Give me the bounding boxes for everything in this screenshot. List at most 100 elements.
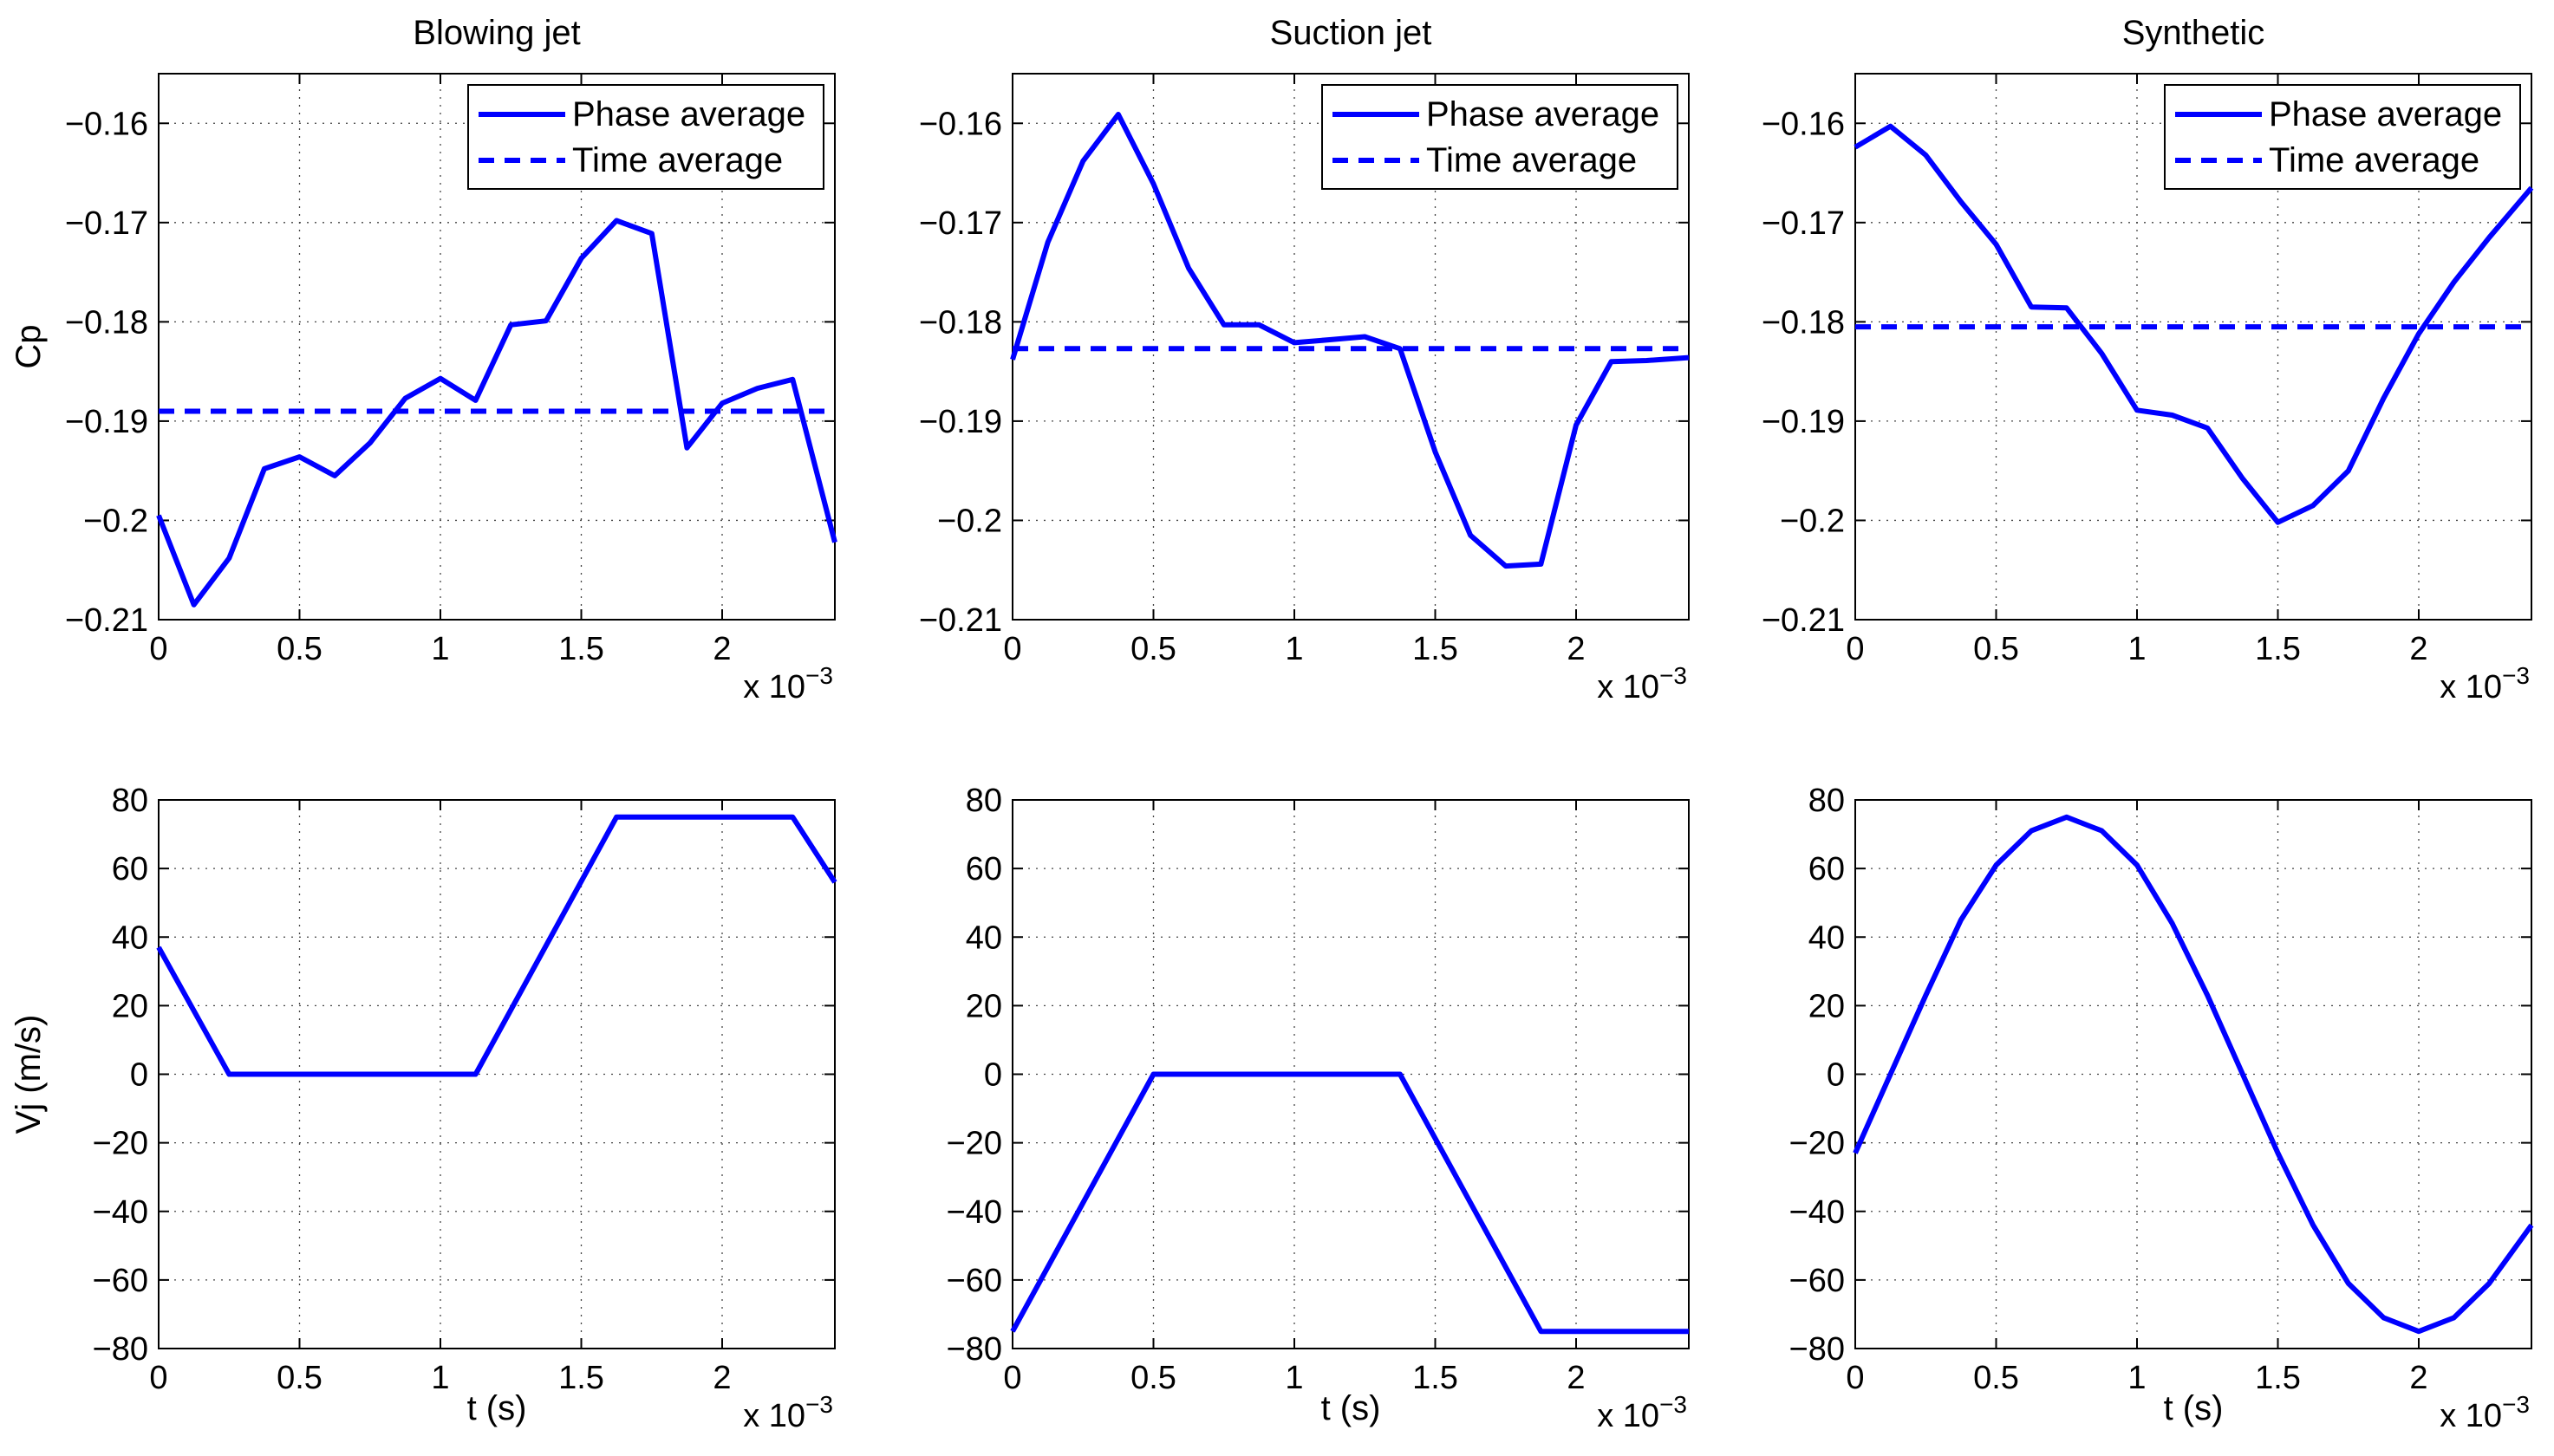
x-tick-label: 1.5 [1412,1360,1458,1396]
y-tick-label: 0 [130,1057,148,1094]
x-tick-label: 2 [2409,1360,2427,1396]
y-tick-label: 40 [966,920,1002,956]
y-tick-label: −20 [1789,1126,1845,1162]
legend-label: Time average [1426,141,1637,179]
chart-vj-suction: 0 0.5 1 1.5 2 −80 −60 −40 −20 0 20 40 60 80 x 10−3 t (s… [947,783,1690,1434]
axes-box [158,73,836,621]
x-exponent-label: x 10−3 [743,1391,833,1434]
y-tick-label: −0.21 [65,602,148,639]
y-tick-label: −0.21 [1762,602,1845,639]
x-exponent-label: x 10−3 [743,662,833,705]
y-tick-label: 40 [1808,920,1845,956]
y-tick-label: 20 [112,988,148,1024]
x-tick-label: 2 [1567,1360,1585,1396]
legend-label: Phase average [572,95,805,133]
x-tick-label: 0.5 [1973,1360,2019,1396]
y-tick-label: 80 [966,783,1002,819]
x-axis-label: t (s) [467,1389,527,1427]
y-tick-label: 80 [1808,783,1845,819]
x-tick-label: 1.5 [558,1360,604,1396]
y-tick-label: −0.2 [1780,503,1845,539]
legend-box [467,84,824,190]
chart-title: Blowing jet [413,14,580,52]
x-tick-label: 0 [149,631,167,667]
series-line-vj [1853,814,2534,1335]
legend: Phase average Time average [2164,84,2521,190]
y-tick-label: −0.19 [65,404,148,440]
x-tick-label: 2 [2409,631,2427,667]
x-axis-label: t (s) [2164,1389,2224,1427]
x-tick-label: 0 [1846,1360,1864,1396]
x-tick-label: 0 [1003,631,1021,667]
x-tick-label: 0 [1846,631,1864,667]
x-tick-label: 1 [431,631,449,667]
x-tick-label: 0.5 [1130,631,1176,667]
legend-box [2164,84,2521,190]
y-tick-label: 80 [112,783,148,819]
x-tick-label: 1.5 [1412,631,1458,667]
y-tick-label: −0.19 [1762,404,1845,440]
x-tick-label: 1 [2127,1360,2146,1396]
y-tick-label: −40 [93,1194,148,1231]
x-tick-label: 1.5 [2255,1360,2301,1396]
x-exponent-label: x 10−3 [1597,662,1687,705]
chart-cp-synthetic: 0 0.5 1 1.5 2 −0.21 −0.2 −0.19 −0.18 −0.17 −0.16 x … [1762,14,2534,705]
x-tick-label: 0 [149,1360,167,1396]
y-tick-label: −0.16 [1762,106,1845,142]
x-tick-label: 1.5 [2255,631,2301,667]
chart-title: Synthetic [2122,14,2265,52]
legend: Phase average Time average [467,84,824,190]
y-tick-label: −0.19 [919,404,1002,440]
y-tick-label: −0.18 [65,304,148,341]
y-tick-label: −0.16 [65,106,148,142]
chart-cp-suction: 0 0.5 1 1.5 2 −0.21 −0.2 −0.19 −0.18 −0.17 −0.16 x … [919,14,1690,705]
y-tick-label: −0.21 [919,602,1002,639]
legend-label: Time average [2269,141,2479,179]
axes-box [1854,73,2532,621]
y-tick-label: −80 [1789,1331,1845,1368]
y-tick-label: −0.17 [919,205,1002,242]
legend: Phase average Time average [1321,84,1678,190]
x-tick-label: 0 [1003,1360,1021,1396]
y-tick-label: −0.18 [1762,304,1845,341]
y-tick-label: −60 [93,1263,148,1299]
y-tick-label: −0.17 [1762,205,1845,242]
y-tick-label: 60 [1808,851,1845,887]
y-tick-label: −40 [1789,1194,1845,1231]
legend-label: Time average [572,141,783,179]
x-tick-label: 0.5 [277,631,323,667]
legend-box [1321,84,1678,190]
x-tick-label: 1 [1285,1360,1303,1396]
y-tick-label: −40 [947,1194,1002,1231]
x-exponent-label: x 10−3 [2440,1391,2530,1434]
x-axis-label: t (s) [1321,1389,1381,1427]
y-tick-label: 20 [966,988,1002,1024]
y-tick-label: 20 [1808,988,1845,1024]
x-tick-label: 1 [2127,631,2146,667]
y-tick-label: −20 [947,1126,1002,1162]
x-tick-label: 1 [1285,631,1303,667]
x-tick-label: 2 [713,631,731,667]
x-tick-label: 0.5 [1130,1360,1176,1396]
y-axis-label: Vj (m/s) [10,1015,48,1134]
series-line-phase-average [1854,123,2534,525]
y-tick-label: 40 [112,920,148,956]
x-tick-label: 2 [713,1360,731,1396]
chart-title: Suction jet [1270,14,1432,52]
x-tick-label: 1 [431,1360,449,1396]
y-tick-label: −0.2 [937,503,1002,539]
y-axis-label: Cp [10,324,48,368]
y-tick-label: 60 [112,851,148,887]
y-tick-label: −80 [947,1331,1002,1368]
y-tick-label: −0.2 [83,503,148,539]
x-tick-label: 0.5 [277,1360,323,1396]
series-line-vj [1010,1071,1689,1335]
y-tick-label: 60 [966,851,1002,887]
y-tick-label: −60 [1789,1263,1845,1299]
chart-vj-synthetic: 0 0.5 1 1.5 2 −80 −60 −40 −20 0 20 40 60 80 x 10−3 t (s… [1789,783,2534,1434]
y-tick-label: −0.17 [65,205,148,242]
x-exponent-label: x 10−3 [1597,1391,1687,1434]
x-tick-label: 2 [1567,631,1585,667]
y-tick-label: −80 [93,1331,148,1368]
